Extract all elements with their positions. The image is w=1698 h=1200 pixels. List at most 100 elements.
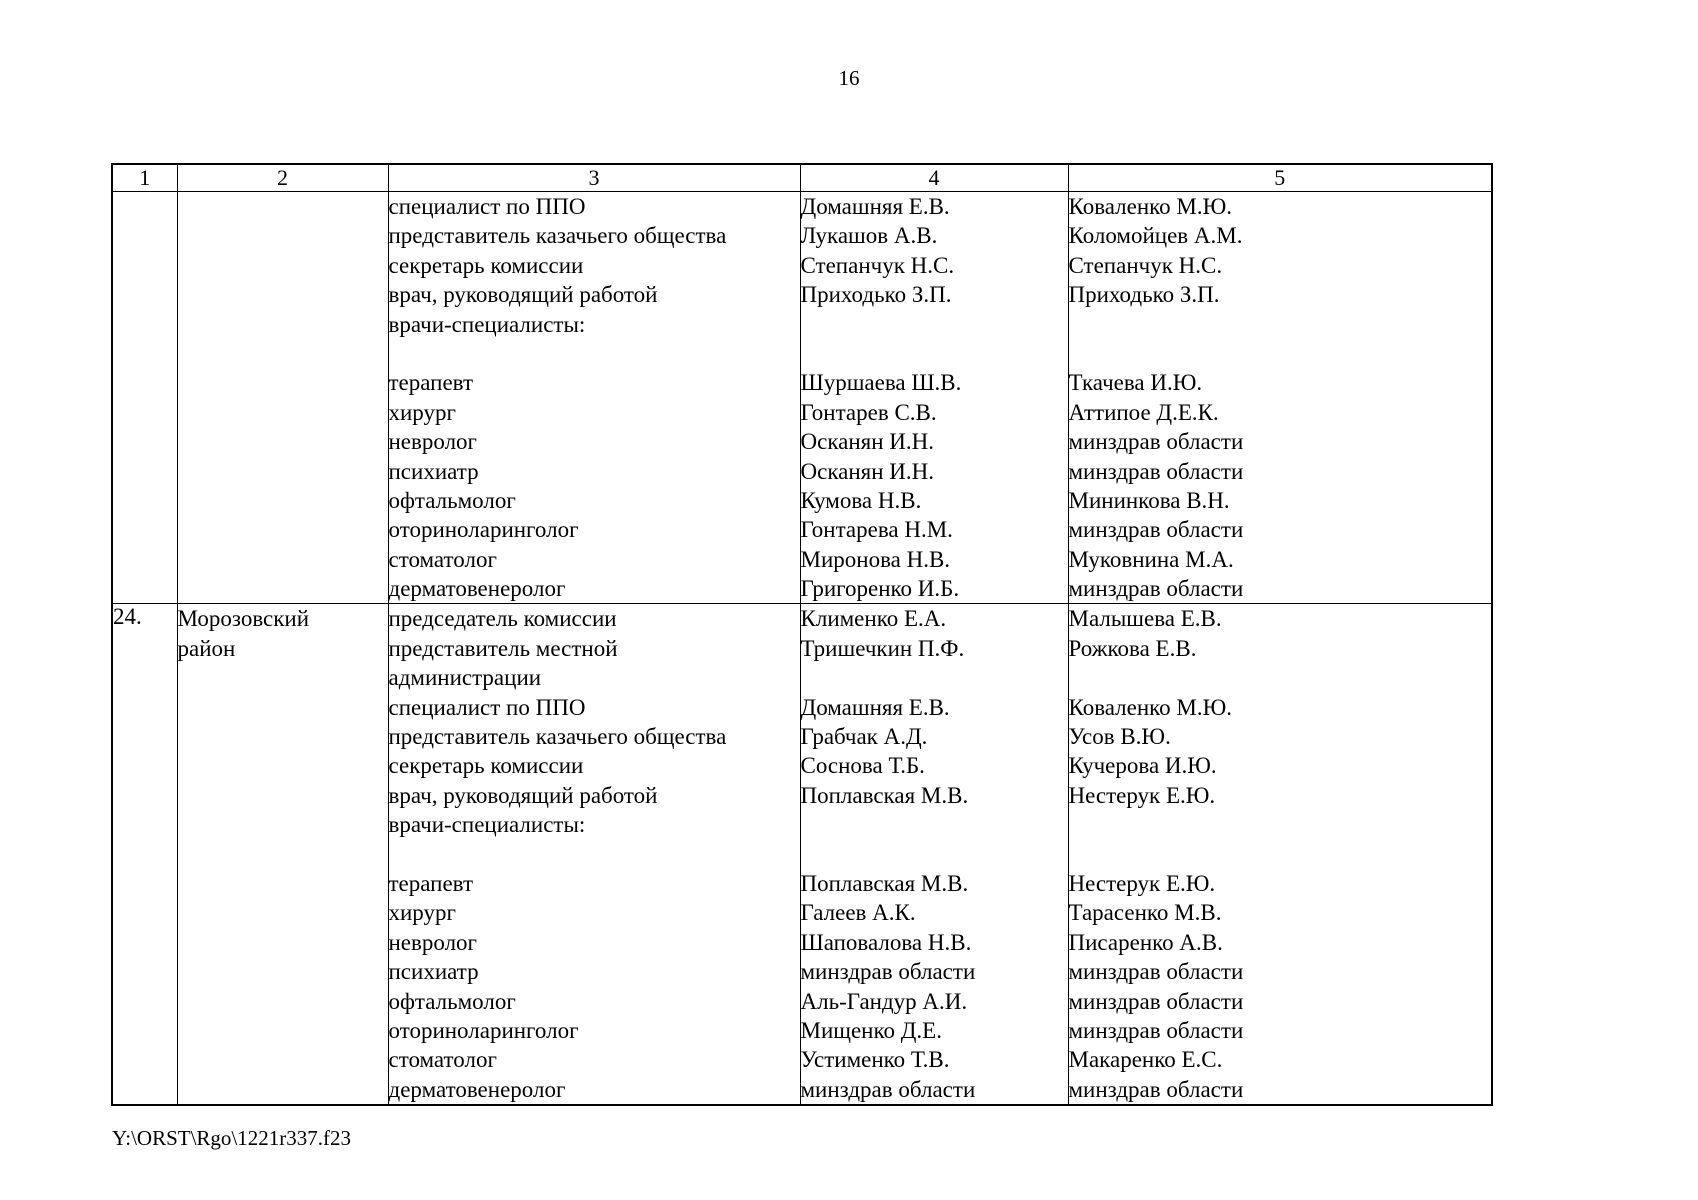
cell-line: Гонтарева Н.М. <box>800 517 953 543</box>
cell-line <box>1069 310 1492 339</box>
cell-line: дерматовенеролог <box>388 576 566 602</box>
cell-row-number <box>111 190 178 605</box>
cell-line: оториноларинголог <box>388 1017 579 1043</box>
cell-line: офтальмолог <box>388 487 516 513</box>
cell-line: Рожкова Е.В. <box>1068 635 1197 661</box>
cell-line: Степанчук Н.С. <box>800 252 955 278</box>
cell-line: Домашняя Е.В. <box>800 194 950 219</box>
cell-line: Морозовский <box>177 606 310 632</box>
cell-line: Аль-Гандур А.И. <box>800 988 968 1014</box>
cell-line: невролог <box>388 429 478 455</box>
cell-line: Коваленко М.Ю. <box>1068 694 1233 720</box>
cell-line: минздрав области <box>1068 429 1244 455</box>
cell-line: Осканян И.Н. <box>800 458 935 484</box>
cell-line: Тришечкин П.Ф. <box>800 635 965 661</box>
cell-line <box>801 339 1068 368</box>
cell-line: секретарь комиссии <box>388 753 584 779</box>
cell-line: Грабчак А.Д. <box>800 724 928 750</box>
column-header-3: 3 <box>387 163 801 192</box>
cell-line: Приходько З.П. <box>1068 282 1220 308</box>
cell-line: психиатр <box>388 959 479 985</box>
cell-line <box>801 310 1068 339</box>
cell-line: Домашняя Е.В. <box>800 694 950 720</box>
cell-line: Мининкова В.Н. <box>1068 487 1230 513</box>
cell-line: специалист по ППО <box>388 694 586 720</box>
cell-line <box>1069 663 1492 692</box>
cell-line: минздрав области <box>1068 517 1244 543</box>
column-header-5: 5 <box>1067 163 1493 192</box>
cell-line: Поплавская М.В. <box>800 782 969 808</box>
cell-line: район <box>177 635 236 661</box>
cell-line: Шуршаева Ш.В. <box>800 370 962 396</box>
column-header-2: 2 <box>176 163 389 192</box>
cell-line <box>801 840 1068 869</box>
cell-territory: Морозовский район <box>176 603 389 1106</box>
cell-line <box>389 840 800 869</box>
cell-line: Приходько З.П. <box>800 282 952 308</box>
cell-line: минздрав области <box>1068 458 1244 484</box>
cell-line: врач, руководящий работой <box>388 282 658 308</box>
cell-line: Малышева Е.В. <box>1068 606 1222 632</box>
cell-line: невролог <box>388 929 478 955</box>
cell-line: Степанчук Н.С. <box>1068 252 1223 278</box>
cell-line: дерматовенеролог <box>388 1076 566 1102</box>
cell-line <box>801 663 1068 692</box>
cell-line: Миронова Н.В. <box>800 546 951 572</box>
cell-line: Аттипое Д.Е.К. <box>1068 399 1219 425</box>
cell-line: стоматолог <box>388 1047 497 1073</box>
cell-line: минздрав области <box>800 959 976 985</box>
cell-line: Григоренко И.Б. <box>800 576 960 602</box>
cell-line: Тарасенко М.В. <box>1068 900 1222 926</box>
cell-line: минздрав области <box>800 1076 976 1102</box>
cell-roles: председатель комиссии представитель местн… <box>387 603 801 1106</box>
footer-file-path: Y:\ORST\Rgo\1221r337.f23 <box>112 1126 351 1150</box>
cell-line <box>801 810 1068 839</box>
cell-line: Кучерова И.Ю. <box>1068 753 1217 779</box>
commission-table: 1 2 3 4 5 специалист по ППО представитель… <box>111 163 1493 1107</box>
cell-line: представитель казачьего общества <box>388 724 727 750</box>
cell-line: врачи-специалисты: <box>388 311 586 337</box>
cell-line <box>389 339 800 368</box>
cell-line: представитель казачьего общества <box>388 223 727 249</box>
cell-line: минздрав области <box>1068 1017 1244 1043</box>
cell-line: Ткачева И.Ю. <box>1068 370 1203 396</box>
cell-line <box>1069 810 1492 839</box>
cell-territory <box>176 190 389 605</box>
cell-line: Мищенко Д.Е. <box>800 1017 942 1043</box>
column-header-1: 1 <box>111 163 178 192</box>
cell-line: хирург <box>388 399 456 425</box>
cell-line: минздрав области <box>1068 1076 1244 1102</box>
cell-line: Гонтарев С.В. <box>800 399 937 425</box>
cell-members: Клименко Е.А. Тришечкин П.Ф. Домашняя Е.В… <box>799 603 1069 1106</box>
cell-line: врачи-специалисты: <box>388 812 586 838</box>
cell-line: Коломойцев А.М. <box>1068 223 1243 249</box>
cell-line: специалист по ППО <box>388 194 586 219</box>
cell-line: минздрав области <box>1068 988 1244 1014</box>
cell-line: Осканян И.Н. <box>800 429 935 455</box>
cell-line: Клименко Е.А. <box>800 606 947 632</box>
cell-row-number: 24. <box>111 603 178 1106</box>
cell-line: терапевт <box>388 370 474 396</box>
cell-line: офтальмолог <box>388 988 516 1014</box>
cell-line: оториноларинголог <box>388 517 579 543</box>
cell-line: Галеев А.К. <box>800 900 916 926</box>
cell-line: терапевт <box>388 870 474 896</box>
cell-line: председатель комиссии <box>388 606 617 632</box>
cell-line: секретарь комиссии <box>388 252 584 278</box>
cell-line: стоматолог <box>388 546 497 572</box>
cell-line: психиатр <box>388 458 479 484</box>
cell-roles: специалист по ППО представитель казачьего… <box>387 190 801 605</box>
table-row: специалист по ППО представитель казачьего… <box>111 190 1493 605</box>
cell-line: Шаповалова Н.В. <box>800 929 972 955</box>
table-header-row: 1 2 3 4 5 <box>111 163 1493 192</box>
cell-line: Писаренко А.В. <box>1068 929 1223 955</box>
cell-line: Коваленко М.Ю. <box>1068 194 1233 219</box>
cell-line: представитель местной <box>388 635 618 661</box>
cell-line: минздрав области <box>1068 959 1244 985</box>
cell-members: Домашняя Е.В. Лукашов А.В. Степанчук Н.С. П… <box>799 190 1069 605</box>
cell-line <box>1069 840 1492 869</box>
cell-reserve: Малышева Е.В. Рожкова Е.В. Коваленко М.Ю.… <box>1067 603 1493 1106</box>
cell-line: Нестерук Е.Ю. <box>1068 782 1216 808</box>
cell-line: Макаренко Е.С. <box>1068 1047 1223 1073</box>
